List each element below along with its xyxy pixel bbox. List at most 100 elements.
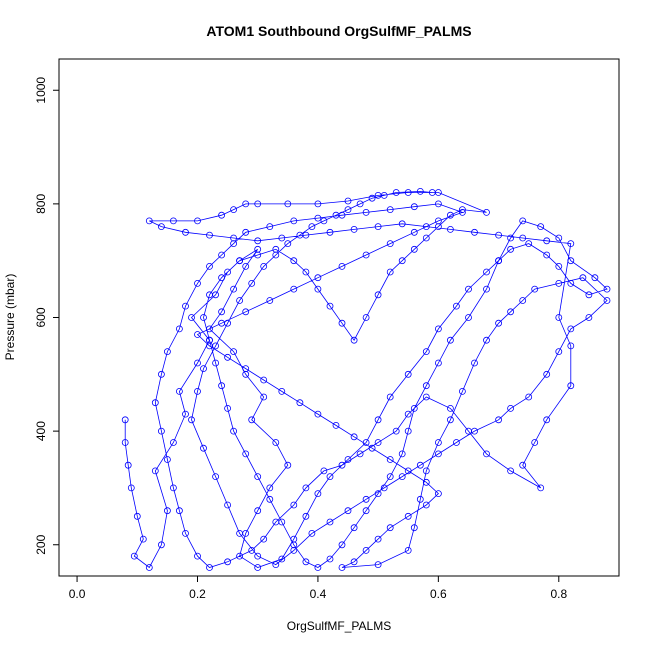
data-point (254, 473, 262, 481)
data-point (278, 234, 286, 242)
data-point (175, 325, 183, 333)
data-point (350, 225, 358, 233)
data-point (326, 555, 334, 563)
data-point (537, 484, 545, 492)
data-point (302, 268, 310, 276)
data-point (290, 257, 298, 265)
data-point (121, 416, 129, 424)
data-point (525, 240, 533, 248)
y-tick-label: 600 (34, 307, 48, 327)
data-point (338, 564, 346, 571)
data-point (434, 200, 442, 208)
data-point (130, 552, 138, 560)
data-point (555, 348, 563, 356)
data-point (507, 404, 515, 412)
data-point (422, 234, 430, 242)
data-point (218, 251, 226, 259)
data-point (362, 507, 370, 515)
data-point (302, 484, 310, 492)
data-point (591, 274, 599, 282)
data-point (374, 223, 382, 231)
data-point (260, 393, 268, 401)
data-point (410, 203, 418, 211)
data-point (362, 439, 370, 446)
data-point (483, 268, 490, 276)
data-point (422, 478, 430, 486)
data-point (434, 439, 442, 446)
data-point (422, 382, 430, 390)
data-point (398, 257, 406, 265)
y-tick-label: 1000 (34, 77, 48, 104)
data-point (169, 484, 177, 492)
data-point (314, 214, 322, 222)
data-point (242, 262, 250, 270)
data-point (398, 473, 406, 481)
data-point (567, 257, 575, 265)
data-point (603, 297, 611, 304)
data-point (537, 223, 545, 231)
data-point (290, 501, 298, 509)
data-point (483, 336, 490, 344)
data-point (386, 268, 394, 276)
data-point (452, 439, 460, 446)
data-point (157, 370, 165, 378)
data-point (567, 342, 575, 350)
data-point (326, 473, 334, 481)
data-point (169, 439, 177, 446)
data-point (320, 467, 328, 475)
data-point (458, 387, 466, 395)
data-point (175, 387, 183, 395)
data-point (495, 231, 503, 239)
data-point (242, 200, 250, 208)
data-point (121, 439, 129, 446)
data-point (495, 257, 503, 265)
data-point (555, 279, 563, 287)
data-point (350, 558, 358, 566)
data-point (236, 297, 244, 304)
data-point (368, 194, 376, 202)
data-point (362, 208, 370, 216)
data-point (344, 507, 352, 515)
data-point (458, 208, 466, 216)
data-point (332, 421, 340, 429)
data-point (290, 547, 298, 554)
data-point (182, 302, 189, 310)
data-point (242, 450, 250, 458)
data-point (296, 231, 304, 239)
data-point (139, 535, 147, 543)
data-point (188, 314, 195, 321)
data-point (404, 370, 412, 378)
data-point (344, 197, 352, 205)
data-point (248, 279, 256, 287)
data-point (206, 325, 213, 333)
data-point (302, 558, 310, 566)
data-point (266, 495, 274, 503)
data-point (344, 456, 352, 463)
data-point (525, 393, 533, 401)
data-point (314, 490, 322, 498)
data-point (230, 427, 238, 435)
data-point (308, 530, 316, 537)
data-point (471, 228, 478, 236)
data-point (428, 189, 436, 196)
data-point (410, 524, 418, 532)
data-point (567, 279, 575, 287)
data-point (416, 495, 424, 503)
data-point (404, 189, 412, 196)
data-point (458, 206, 466, 214)
data-point (224, 353, 232, 361)
y-tick-label: 200 (34, 534, 48, 554)
data-point (169, 217, 177, 225)
data-point (531, 285, 539, 293)
data-point (260, 376, 268, 384)
data-point (374, 535, 382, 543)
data-point (260, 535, 268, 543)
data-point (579, 274, 587, 282)
data-point (218, 211, 226, 219)
data-point (386, 206, 394, 214)
data-point (495, 416, 503, 424)
data-point (374, 439, 382, 446)
data-point (380, 484, 388, 492)
data-point (248, 416, 256, 424)
data-point (446, 211, 454, 219)
